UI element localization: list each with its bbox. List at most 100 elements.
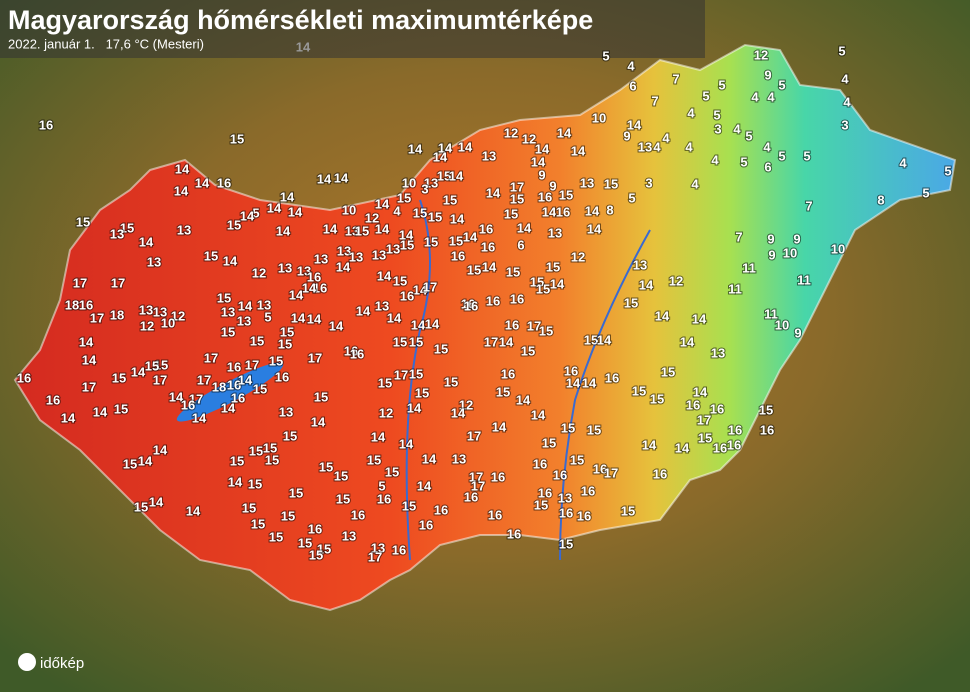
temperature-label: 14 [417,478,432,493]
temperature-label: 15 [278,336,292,351]
temperature-label: 16 [351,507,365,522]
temperature-label: 3 [645,175,652,190]
temperature-label: 4 [653,139,661,154]
temperature-label: 14 [542,204,557,219]
temperature-label: 15 [154,357,168,372]
temperature-label: 13 [386,241,400,256]
temperature-label: 13 [711,345,725,360]
temperature-label: 16 [538,485,552,500]
temperature-label: 17 [245,357,259,372]
temperature-label: 14 [280,189,295,204]
temperature-label: 14 [228,474,243,489]
temperature-label: 14 [492,419,507,434]
temperature-label: 13 [558,490,572,505]
temperature-label: 15 [253,381,267,396]
temperature-label: 16 [39,117,53,132]
temperature-label: 15 [283,428,297,443]
temperature-label: 10 [592,110,606,125]
temperature-label: 11 [797,272,811,287]
temperature-label: 14 [93,404,108,419]
temperature-label: 13 [337,243,351,258]
temperature-label: 14 [138,453,153,468]
temperature-label: 14 [334,170,349,185]
temperature-label: 9 [793,231,800,246]
temperature-label: 13 [482,148,496,163]
temperature-label: 15 [248,476,262,491]
temperature-label: 16 [46,392,60,407]
temperature-label: 9 [768,247,775,262]
temperature-label: 15 [413,205,427,220]
temperature-label: 15 [393,273,407,288]
temperature-label: 7 [735,229,742,244]
temperature-label: 13 [279,404,293,419]
temperature-label: 14 [169,389,184,404]
temperature-label: 6 [629,78,636,93]
temperature-label: 16 [488,507,502,522]
temperature-label: 10 [161,315,175,330]
temperature-label: 3 [714,121,721,136]
temperature-label: 16 [392,542,406,557]
temperature-label: 16 [605,370,619,385]
temperature-label: 13 [153,304,167,319]
temperature-label: 16 [760,422,774,437]
temperature-label: 15 [504,206,518,221]
temperature-label: 7 [672,71,679,86]
temperature-label: 15 [289,485,303,500]
temperature-label: 7 [805,198,812,213]
temperature-label: 15 [443,192,457,207]
temperature-label: 5 [702,88,709,103]
temperature-label: 16 [377,491,391,506]
temperature-label: 6 [764,159,771,174]
temperature-label: 15 [496,384,510,399]
temperature-label: 13 [257,297,271,312]
temperature-label: 13 [297,263,311,278]
temperature-label: 17 [204,350,218,365]
temperature-label: 5 [838,43,845,58]
temperature-label: 17 [423,279,437,294]
temperature-label: 13 [342,528,356,543]
temperature-label: 14 [499,334,514,349]
temperature-label: 13 [375,298,389,313]
temperature-label: 15 [759,402,773,417]
temperature-label: 17 [471,478,485,493]
temperature-label: 17 [189,391,203,406]
temperature-label: 15 [661,364,675,379]
temperature-label: 5 [745,128,752,143]
temperature-label: 15 [230,131,244,146]
temperature-label: 14 [186,503,201,518]
temperature-label: 16 [581,483,595,498]
temperature-label: 14 [407,400,422,415]
temperature-label: 14 [79,334,94,349]
temperature-label: 14 [458,139,473,154]
temperature-label: 12 [522,131,536,146]
temperature-label: 14 [411,317,426,332]
temperature-label: 5 [713,107,720,122]
temperature-label: 18 [65,297,79,312]
temperature-label: 4 [393,203,401,218]
temperature-label: 14 [433,149,448,164]
temperature-label: 16 [350,346,364,361]
temperature-label: 15 [309,547,323,562]
temperature-label: 15 [145,358,159,373]
temperature-label: 16 [479,221,493,236]
temperature-label: 15 [242,500,256,515]
temperature-label: 14 [267,200,282,215]
temperature-label: 15 [402,498,416,513]
temperature-label: 15 [698,430,712,445]
temperature-label: 12 [140,318,154,333]
temperature-label: 5 [944,163,951,178]
temperature-label: 5 [378,478,385,493]
temperature-label: 15 [587,422,601,437]
temperature-label: 14 [153,442,168,457]
temperature-label: 14 [422,451,437,466]
temperature-label: 16 [556,204,570,219]
temperature-label: 14 [557,125,572,140]
temperature-label: 14 [375,196,390,211]
temperature-label: 13 [345,223,359,238]
temperature-label: 14 [642,437,657,452]
temperature-label: 16 [464,298,478,313]
temperature-label: 15 [134,499,148,514]
temperature-label: 16 [501,366,515,381]
temperature-label: 4 [763,139,771,154]
